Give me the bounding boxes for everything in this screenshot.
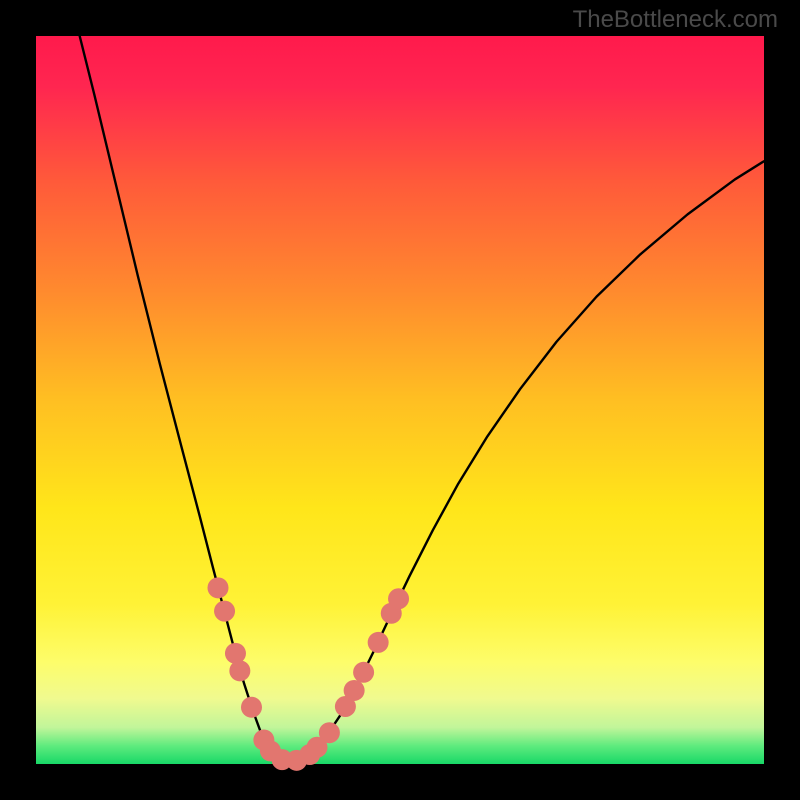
marker-point bbox=[208, 577, 229, 598]
marker-point bbox=[214, 601, 235, 622]
marker-point bbox=[229, 660, 250, 681]
marker-point bbox=[368, 632, 389, 653]
watermark-text: TheBottleneck.com bbox=[573, 6, 778, 34]
marker-point bbox=[319, 722, 340, 743]
plot-area bbox=[36, 36, 764, 764]
chart-frame: TheBottleneck.com bbox=[0, 0, 800, 800]
marker-point bbox=[225, 643, 246, 664]
marker-point bbox=[344, 680, 365, 701]
marker-point bbox=[388, 588, 409, 609]
data-markers bbox=[36, 36, 764, 764]
marker-point bbox=[241, 697, 262, 718]
marker-point bbox=[353, 662, 374, 683]
